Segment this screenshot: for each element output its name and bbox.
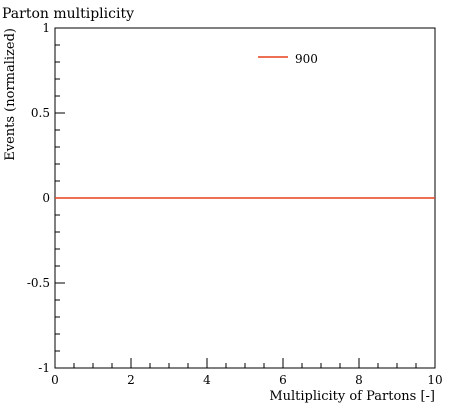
x-tick-label: 2 [127,373,135,387]
x-tick-label: 8 [355,373,363,387]
x-tick-label: 10 [427,373,442,387]
x-tick-label: 6 [279,373,287,387]
x-tick-label: 0 [51,373,59,387]
x-tick-label: 4 [203,373,211,387]
y-axis-label: Events (normalized) [3,28,18,161]
y-tick-label: 0 [42,191,50,205]
y-tick-label: -0.5 [27,276,50,290]
legend-label-900: 900 [295,52,318,66]
y-tick-label: 0.5 [31,106,50,120]
chart-title: Parton multiplicity [2,6,134,22]
y-tick-label: 1 [42,21,50,35]
legend: 900 [258,52,318,66]
y-axis-ticks: -1 -0.5 0 0.5 1 [27,21,65,375]
x-axis-label: Multiplicity of Partons [-] [269,389,435,404]
x-axis-ticks: 0 2 4 6 8 10 [51,358,443,387]
y-tick-label: -1 [38,361,50,375]
